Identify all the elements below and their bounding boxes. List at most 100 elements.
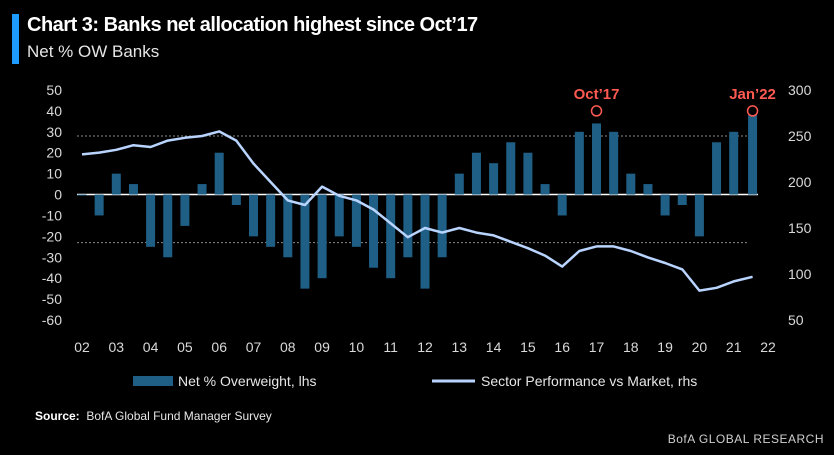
y-axis-right: 300 250 200 150 100 50 bbox=[788, 82, 812, 328]
bar-mark bbox=[677, 194, 687, 205]
source-text: BofA Global Fund Manager Survey bbox=[86, 409, 272, 423]
annotation-circle bbox=[746, 105, 759, 117]
x-tick-label: 10 bbox=[349, 339, 365, 355]
y-right-tick-label: 200 bbox=[788, 174, 812, 190]
x-tick-label: 15 bbox=[520, 339, 536, 355]
y-left-tick-label: -60 bbox=[42, 312, 62, 328]
bar-mark bbox=[729, 131, 739, 195]
x-tick-label: 19 bbox=[657, 339, 673, 355]
reference-lines bbox=[77, 135, 758, 244]
bar-mark bbox=[609, 131, 619, 195]
y-axis-left: 50 40 30 20 10 0 -10 -20 -30 -40 -50 -60 bbox=[42, 82, 62, 328]
x-tick-label: 16 bbox=[554, 339, 570, 355]
bar-mark bbox=[334, 194, 344, 237]
y-left-tick-label: -30 bbox=[42, 249, 62, 265]
brand-label: BofA GLOBAL RESEARCH bbox=[667, 432, 824, 446]
bar-series-overweight bbox=[77, 115, 758, 289]
x-tick-label: 07 bbox=[246, 339, 262, 355]
x-tick-label: 20 bbox=[692, 339, 708, 355]
bar-mark bbox=[94, 194, 104, 216]
x-tick-label: 18 bbox=[623, 339, 639, 355]
bar-mark bbox=[574, 131, 584, 195]
y-right-tick-label: 250 bbox=[788, 128, 812, 144]
bar-mark bbox=[231, 194, 241, 205]
bar-mark bbox=[128, 184, 138, 195]
bar-mark bbox=[180, 194, 190, 226]
x-tick-label: 12 bbox=[417, 339, 433, 355]
bar-mark bbox=[197, 184, 207, 195]
bar-mark bbox=[523, 152, 533, 195]
x-tick-label: 05 bbox=[177, 339, 193, 355]
y-left-tick-label: -50 bbox=[42, 291, 62, 307]
annotation-label: Oct’17 bbox=[574, 86, 620, 103]
bar-mark bbox=[592, 123, 601, 195]
x-axis: 02 03 04 05 06 07 08 09 10 11 12 13 14 15 16 17 18 19 20 21… bbox=[74, 339, 776, 355]
legend-swatch-bars bbox=[133, 376, 173, 386]
bar-mark bbox=[540, 184, 550, 195]
x-tick-label: 21 bbox=[726, 339, 742, 355]
performance-line bbox=[81, 130, 753, 292]
source-note: Source: BofA Global Fund Manager Survey bbox=[35, 409, 272, 423]
bar-mark bbox=[660, 194, 670, 216]
bar-mark bbox=[643, 184, 653, 195]
annotation-circle bbox=[590, 105, 603, 117]
y-right-tick-label: 150 bbox=[788, 220, 812, 236]
x-tick-label: 09 bbox=[314, 339, 330, 355]
y-left-tick-label: -10 bbox=[42, 207, 62, 223]
source-label: Source: bbox=[35, 409, 80, 423]
bar-mark bbox=[506, 142, 516, 195]
bar-mark bbox=[437, 194, 447, 258]
chart-subtitle: Net % OW Banks bbox=[27, 42, 160, 61]
bar-mark bbox=[283, 194, 293, 258]
bar-mark bbox=[489, 163, 499, 195]
x-tick-label: 03 bbox=[109, 339, 125, 355]
bar-mark bbox=[420, 194, 430, 289]
legend: Net % Overweight, lhs Sector Performance … bbox=[133, 373, 697, 389]
bar-mark bbox=[694, 194, 704, 237]
y-right-tick-label: 50 bbox=[788, 312, 804, 328]
x-tick-label: 02 bbox=[74, 339, 90, 355]
bar-mark bbox=[403, 194, 413, 258]
bar-mark bbox=[351, 194, 361, 247]
y-left-tick-label: 10 bbox=[46, 166, 62, 182]
x-tick-label: 17 bbox=[589, 339, 605, 355]
bar-mark bbox=[712, 142, 722, 195]
annotation-label: Jan’22 bbox=[729, 86, 776, 103]
y-left-tick-label: 40 bbox=[46, 103, 62, 119]
x-tick-label: 22 bbox=[760, 339, 776, 355]
y-left-tick-label: 30 bbox=[46, 124, 62, 140]
bar-mark bbox=[214, 152, 224, 195]
bar-mark bbox=[300, 194, 310, 289]
bar-mark bbox=[317, 194, 327, 279]
y-right-tick-label: 100 bbox=[788, 266, 812, 282]
legend-label-line: Sector Performance vs Market, rhs bbox=[481, 373, 697, 389]
bar-mark bbox=[163, 194, 173, 258]
bar-mark bbox=[557, 194, 567, 216]
x-tick-label: 14 bbox=[486, 339, 502, 355]
bar-mark bbox=[77, 194, 87, 196]
bar-mark bbox=[454, 173, 464, 195]
bar-mark bbox=[471, 152, 481, 195]
y-left-tick-label: 0 bbox=[54, 187, 62, 203]
bar-mark bbox=[748, 115, 758, 195]
bar-mark bbox=[626, 173, 636, 195]
x-tick-label: 11 bbox=[383, 339, 398, 355]
bar-mark bbox=[369, 194, 379, 268]
x-tick-label: 13 bbox=[452, 339, 468, 355]
bar-mark bbox=[386, 194, 396, 279]
legend-label-bars: Net % Overweight, lhs bbox=[178, 373, 317, 389]
bar-mark bbox=[111, 173, 121, 195]
x-tick-label: 06 bbox=[211, 339, 227, 355]
line-series-performance bbox=[81, 130, 753, 292]
x-tick-label: 04 bbox=[143, 339, 159, 355]
bar-mark bbox=[146, 194, 156, 247]
y-left-tick-label: -20 bbox=[42, 228, 62, 244]
y-left-tick-label: 50 bbox=[46, 82, 62, 98]
title-accent-bar bbox=[12, 14, 19, 64]
annotations: Oct’17 Jan’22 bbox=[574, 86, 776, 117]
bar-mark bbox=[266, 194, 276, 247]
x-tick-label: 08 bbox=[280, 339, 296, 355]
y-left-tick-label: 20 bbox=[46, 145, 62, 161]
y-left-tick-label: -40 bbox=[42, 270, 62, 286]
